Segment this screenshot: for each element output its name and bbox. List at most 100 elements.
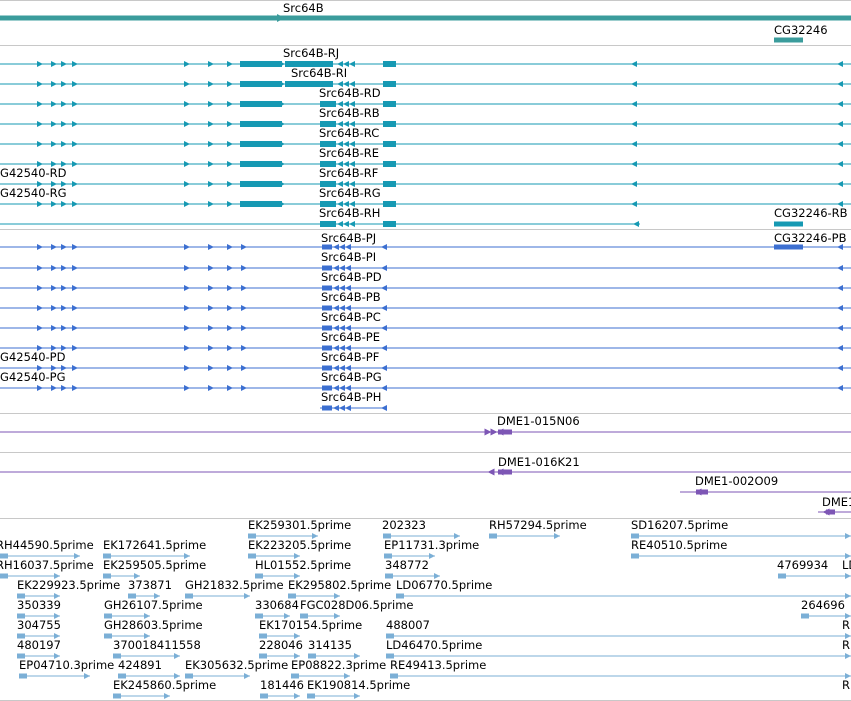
gene-label[interactable]: Src64B [283, 1, 324, 15]
transcript-label[interactable]: CG42540-RG [0, 186, 67, 200]
strand-arrow-icon [54, 573, 60, 579]
transcript-label[interactable]: Src64B-RH [319, 206, 381, 220]
est-label[interactable]: EK223205.5prime [248, 538, 352, 552]
est-label[interactable]: R [842, 638, 850, 652]
est-label[interactable]: 350339 [17, 598, 61, 612]
transcript-label[interactable]: Src64B-RD [319, 86, 381, 100]
strand-arrow-icon [61, 101, 67, 107]
strand-arrow-icon [345, 244, 351, 250]
est-label[interactable]: EK190814.5prime [307, 678, 411, 692]
est-label[interactable]: 348772 [385, 558, 429, 572]
est-label[interactable]: EK172641.5prime [103, 538, 207, 552]
est-label[interactable]: 480197 [17, 638, 61, 652]
est-label[interactable]: LD46470.5prime [386, 638, 483, 652]
est-label[interactable]: FGC028D06.5prime [300, 598, 414, 612]
est-label[interactable]: 314135 [308, 638, 352, 652]
strand-arrow-icon [208, 101, 214, 107]
feature-exon-box [255, 573, 263, 579]
protein-label[interactable]: Src64B-PF [321, 350, 380, 364]
transcript-label[interactable]: CG42540-RD [0, 166, 67, 180]
est-label[interactable]: 424891 [118, 658, 162, 672]
est-label[interactable]: EP04710.3prime [19, 658, 115, 672]
est-label[interactable]: LD06770.5prime [396, 578, 493, 592]
est-label[interactable]: HL01552.5prime [255, 558, 352, 572]
transcript-label[interactable]: Src64B-RC [319, 126, 380, 140]
strand-arrow-icon [37, 244, 43, 250]
est-label[interactable]: RE40510.5prime [631, 538, 728, 552]
strand-arrow-icon [381, 385, 387, 391]
est-label[interactable]: EK259301.5prime [248, 518, 352, 532]
gene-label[interactable]: CG32246 [774, 23, 828, 37]
transcript-label[interactable]: CG32246-RB [774, 206, 848, 220]
protein-label[interactable]: Src64B-PD [321, 270, 382, 284]
protein-label[interactable]: Src64B-PB [321, 290, 381, 304]
cdna-label[interactable]: DME1-016K21 [498, 455, 580, 469]
est-label[interactable]: R [842, 678, 850, 692]
est-label[interactable]: 304755 [17, 618, 61, 632]
est-label[interactable]: EK229923.5prime [17, 578, 121, 592]
est-label[interactable]: 181446 [260, 678, 304, 692]
strand-arrow-icon [37, 121, 43, 127]
feature-exon-box [259, 633, 267, 639]
strand-arrow-icon [349, 161, 355, 167]
est-label[interactable]: EK305632.5prime [185, 658, 289, 672]
protein-label[interactable]: Src64B-PH [321, 390, 382, 404]
est-label[interactable]: EK259505.5prime [103, 558, 207, 572]
transcript-label[interactable]: Src64B-RI [291, 66, 348, 80]
transcript-label[interactable]: Src64B-RB [319, 106, 380, 120]
strand-arrow-icon [845, 633, 851, 639]
strand-arrow-icon [633, 221, 639, 227]
est-label[interactable]: EK295802.5prime [288, 578, 392, 592]
strand-arrow-icon [227, 101, 233, 107]
est-label[interactable]: 330684 [255, 598, 299, 612]
cdna-label[interactable]: DME1-015N06 [497, 414, 580, 428]
protein-label[interactable]: CG42540-PD [0, 350, 66, 364]
est-label[interactable]: LD [842, 558, 851, 572]
strand-arrow-icon [279, 121, 285, 127]
cdna-label[interactable]: DME1 [822, 495, 851, 509]
cdna-label[interactable]: DME1-002O09 [695, 474, 779, 488]
strand-arrow-icon [837, 285, 843, 291]
strand-arrow-icon [154, 593, 160, 599]
transcript-label[interactable]: Src64B-RJ [283, 46, 340, 60]
protein-label[interactable]: Src64B-PG [321, 370, 382, 384]
est-label[interactable]: 264696 [801, 598, 845, 612]
protein-label[interactable]: Src64B-PC [321, 310, 381, 324]
protein-label[interactable]: CG32246-PB [774, 231, 847, 245]
strand-arrow-icon [279, 101, 285, 107]
est-label[interactable]: 373871 [128, 578, 172, 592]
est-label[interactable]: EP11731.3prime [384, 538, 480, 552]
transcript-label[interactable]: Src64B-RE [319, 146, 380, 160]
est-label[interactable]: 228046 [259, 638, 303, 652]
est-label[interactable]: RH44590.5prime [0, 538, 94, 552]
strand-arrow-icon [208, 141, 214, 147]
protein-label[interactable]: Src64B-PE [321, 330, 380, 344]
strand-arrow-icon [845, 533, 851, 539]
transcript-label[interactable]: Src64B-RG [319, 186, 381, 200]
est-label[interactable]: R [842, 618, 850, 632]
est-label[interactable]: EP08822.3prime [291, 658, 387, 672]
protein-label[interactable]: Src64B-PJ [321, 231, 377, 245]
est-label[interactable]: GH26107.5prime [104, 598, 203, 612]
est-label[interactable]: EK170154.5prime [259, 618, 363, 632]
protein-label[interactable]: Src64B-PI [321, 250, 377, 264]
transcript-label[interactable]: Src64B-RF [319, 166, 379, 180]
est-label[interactable]: 4769934 [777, 558, 829, 572]
est-label[interactable]: RH57294.5prime [489, 518, 587, 532]
est-label[interactable]: SD16207.5prime [631, 518, 729, 532]
strand-arrow-icon [294, 653, 300, 659]
est-label[interactable]: RH16037.5prime [0, 558, 94, 572]
strand-arrow-icon [54, 593, 60, 599]
strand-arrow-icon [381, 285, 387, 291]
strand-arrow-icon [343, 181, 349, 187]
est-label[interactable]: GH28603.5prime [104, 618, 203, 632]
est-label[interactable]: EK245860.5prime [113, 678, 217, 692]
est-label[interactable]: GH21832.5prime [185, 578, 284, 592]
protein-label[interactable]: CG42540-PG [0, 370, 66, 384]
est-label[interactable]: 488007 [386, 618, 430, 632]
est-label[interactable]: 202323 [382, 518, 426, 532]
est-label[interactable]: RE49413.5prime [390, 658, 487, 672]
est-label[interactable]: 370018411558 [113, 638, 201, 652]
strand-arrow-icon [354, 693, 360, 699]
